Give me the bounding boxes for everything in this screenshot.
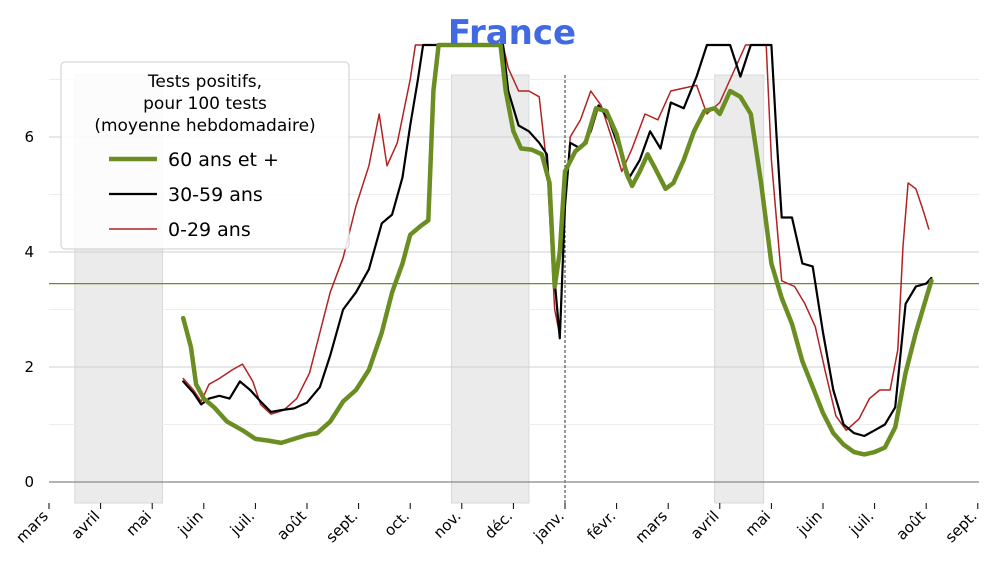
x-tick-label: janv. [529,507,567,545]
shaded-period-2 [450,74,530,504]
x-tick-label: mars [12,507,52,547]
y-tick-label: 4 [24,243,34,261]
series-line-1 [180,42,934,457]
x-tick-label: mai [742,507,775,540]
x-tick-label: juil. [845,507,877,539]
x-tick-label: juin [793,507,826,540]
reference-lines [49,75,979,503]
x-tick-label: oct. [380,507,413,540]
y-tick-label: 6 [24,128,34,146]
x-tick-label: avril [687,507,723,543]
legend-title-line: (moyenne hebdomadaire) [94,116,315,136]
legend-title-line: pour 100 tests [143,94,267,114]
series-line-3 [182,44,930,432]
x-tick-label: juin [174,507,207,540]
chart-title: France [448,13,576,53]
x-tick-label: août [273,507,310,544]
x-tick-label: mai [123,507,156,540]
x-tick-label: mars [632,507,672,547]
x-tick-label: sept. [942,507,981,546]
x-tick-label: avril [68,507,104,543]
x-tick-label: juil. [226,507,258,539]
y-tick-label: 2 [24,358,34,376]
legend: Tests positifs,pour 100 tests(moyenne he… [60,61,350,250]
legend-title-line: Tests positifs, [147,72,262,92]
legend-label-3: 0-29 ans [168,219,251,241]
x-tick-label: févr. [583,507,619,543]
x-tick-label: déc. [481,507,516,542]
y-tick-label: 0 [24,473,34,491]
legend-label-2: 30-59 ans [168,184,263,206]
x-tick-label: nov. [430,507,465,542]
x-tick-label: août [892,507,929,544]
series-line-2 [182,43,933,438]
legend-label-1: 60 ans et + [168,149,279,171]
legend-box [60,61,350,250]
x-tick-label: sept. [322,507,361,546]
series-lines [180,42,934,457]
